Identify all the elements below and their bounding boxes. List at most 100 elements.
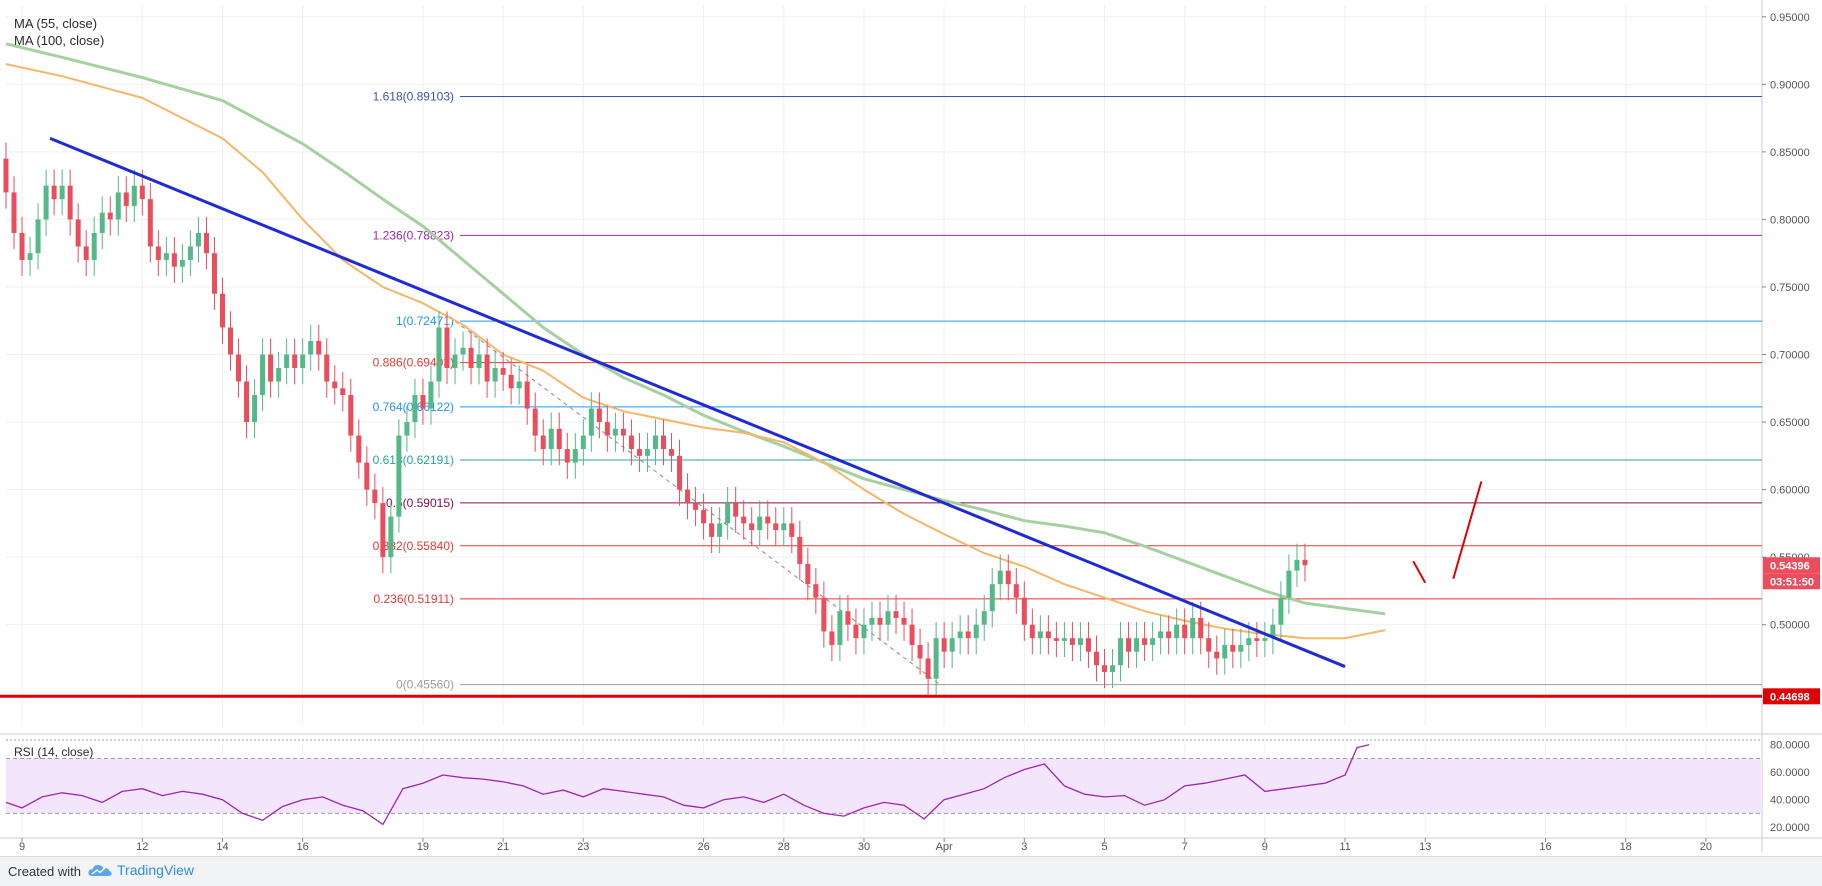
candle-body [203, 232, 209, 254]
candle-body [516, 381, 522, 389]
candle-body [1142, 638, 1148, 645]
candle-body [147, 199, 153, 247]
fib-label: 0(0.45560) [396, 678, 454, 692]
candle-body [508, 374, 514, 389]
candle-body [91, 232, 97, 260]
candle-body [1053, 638, 1059, 641]
rsi-tick-label: 80.0000 [1770, 740, 1810, 752]
candle-body [869, 617, 875, 625]
candle-body [1126, 638, 1132, 652]
fib-label: 1(0.72471) [396, 314, 454, 328]
candle-body [1270, 624, 1276, 639]
candle-body [404, 422, 410, 436]
support-price-badge [1763, 688, 1820, 705]
candle-body [725, 503, 731, 524]
candle-body [99, 212, 105, 233]
candle-body [171, 253, 177, 267]
candle-body [837, 611, 843, 645]
candle-body [1302, 559, 1308, 566]
chart-background [0, 0, 1822, 852]
candle-body [572, 449, 578, 463]
candle-body [115, 192, 121, 220]
rsi-tick-label: 40.0000 [1770, 795, 1810, 807]
candle-body [893, 611, 899, 618]
candle-body [877, 617, 883, 625]
fib-label: 1.236(0.78823) [373, 228, 454, 242]
candle-body [228, 327, 234, 355]
candle-body [195, 232, 201, 247]
candle-body [749, 523, 755, 531]
candle-body [548, 428, 554, 450]
candle-body [644, 449, 650, 456]
candle-body [139, 185, 145, 200]
tradingview-link[interactable]: TradingView [88, 862, 194, 878]
candle-body [67, 185, 73, 220]
time-tick-label: 16 [1539, 841, 1551, 853]
time-tick-label: 18 [1620, 841, 1632, 853]
candle-body [11, 192, 17, 233]
candle-body [308, 341, 314, 355]
time-tick-label: 12 [136, 841, 148, 853]
rsi-band [6, 758, 1762, 814]
candle-body [27, 253, 33, 260]
candle-body [187, 246, 193, 260]
rsi-legend[interactable]: RSI (14, close) [14, 745, 94, 759]
candle-body [324, 354, 330, 382]
candle-body [452, 354, 458, 369]
candle-body [901, 617, 907, 625]
candle-body [1262, 638, 1268, 641]
candle-body [252, 395, 258, 423]
rsi-line [5, 744, 1370, 826]
trendline [49, 136, 1346, 668]
time-tick-label: Apr [936, 841, 953, 853]
time-tick-label: 11 [1339, 841, 1350, 853]
fib-anchor-line [454, 320, 941, 686]
candle-body [19, 232, 25, 260]
candle-body [925, 658, 931, 679]
candle-body [436, 327, 442, 382]
time-tick-label: 7 [1182, 841, 1188, 853]
candle-body [123, 192, 129, 206]
candle-body [1182, 624, 1188, 639]
candle-body [741, 516, 747, 524]
candle-body [540, 435, 546, 450]
rsi-tick-label: 20.0000 [1770, 822, 1810, 834]
candle-body [1005, 570, 1011, 585]
indicator-legend: MA (55, close) MA (100, close) [14, 15, 104, 49]
countdown-badge [1763, 573, 1820, 590]
candle-body [1294, 559, 1300, 571]
time-tick-label: 26 [697, 841, 709, 853]
candle-body [300, 354, 306, 369]
candle-body [1246, 638, 1252, 645]
candle-body [244, 381, 250, 423]
candle-body [652, 435, 658, 450]
candle-body [989, 584, 995, 612]
candle-body [356, 435, 362, 463]
candle-body [636, 449, 642, 456]
candle-body [35, 219, 41, 254]
candle-body [476, 354, 482, 369]
ma55-legend[interactable]: MA (55, close) [14, 16, 98, 31]
candle-body [789, 523, 795, 537]
candle-body [1166, 631, 1172, 639]
time-tick-label: 14 [216, 841, 228, 853]
candle-body [372, 489, 378, 504]
candle-body [1061, 638, 1067, 641]
candle-body [588, 408, 594, 436]
candle-body [380, 503, 386, 558]
time-tick-label: 19 [417, 841, 429, 853]
candle-body [885, 611, 891, 625]
time-tick-label: 16 [297, 841, 309, 853]
fib-label: 0.618(0.62191) [373, 453, 454, 467]
candle-body [1198, 617, 1204, 639]
fib-label: 0.5(0.59015) [386, 496, 454, 510]
candle-body [612, 428, 618, 436]
candle-body [797, 536, 803, 564]
candle-body [284, 354, 290, 369]
ma55-line [5, 63, 1386, 640]
candle-body [59, 185, 65, 200]
ma100-legend[interactable]: MA (100, close) [14, 33, 105, 48]
rsi-tick-label: 60.0000 [1770, 767, 1810, 779]
